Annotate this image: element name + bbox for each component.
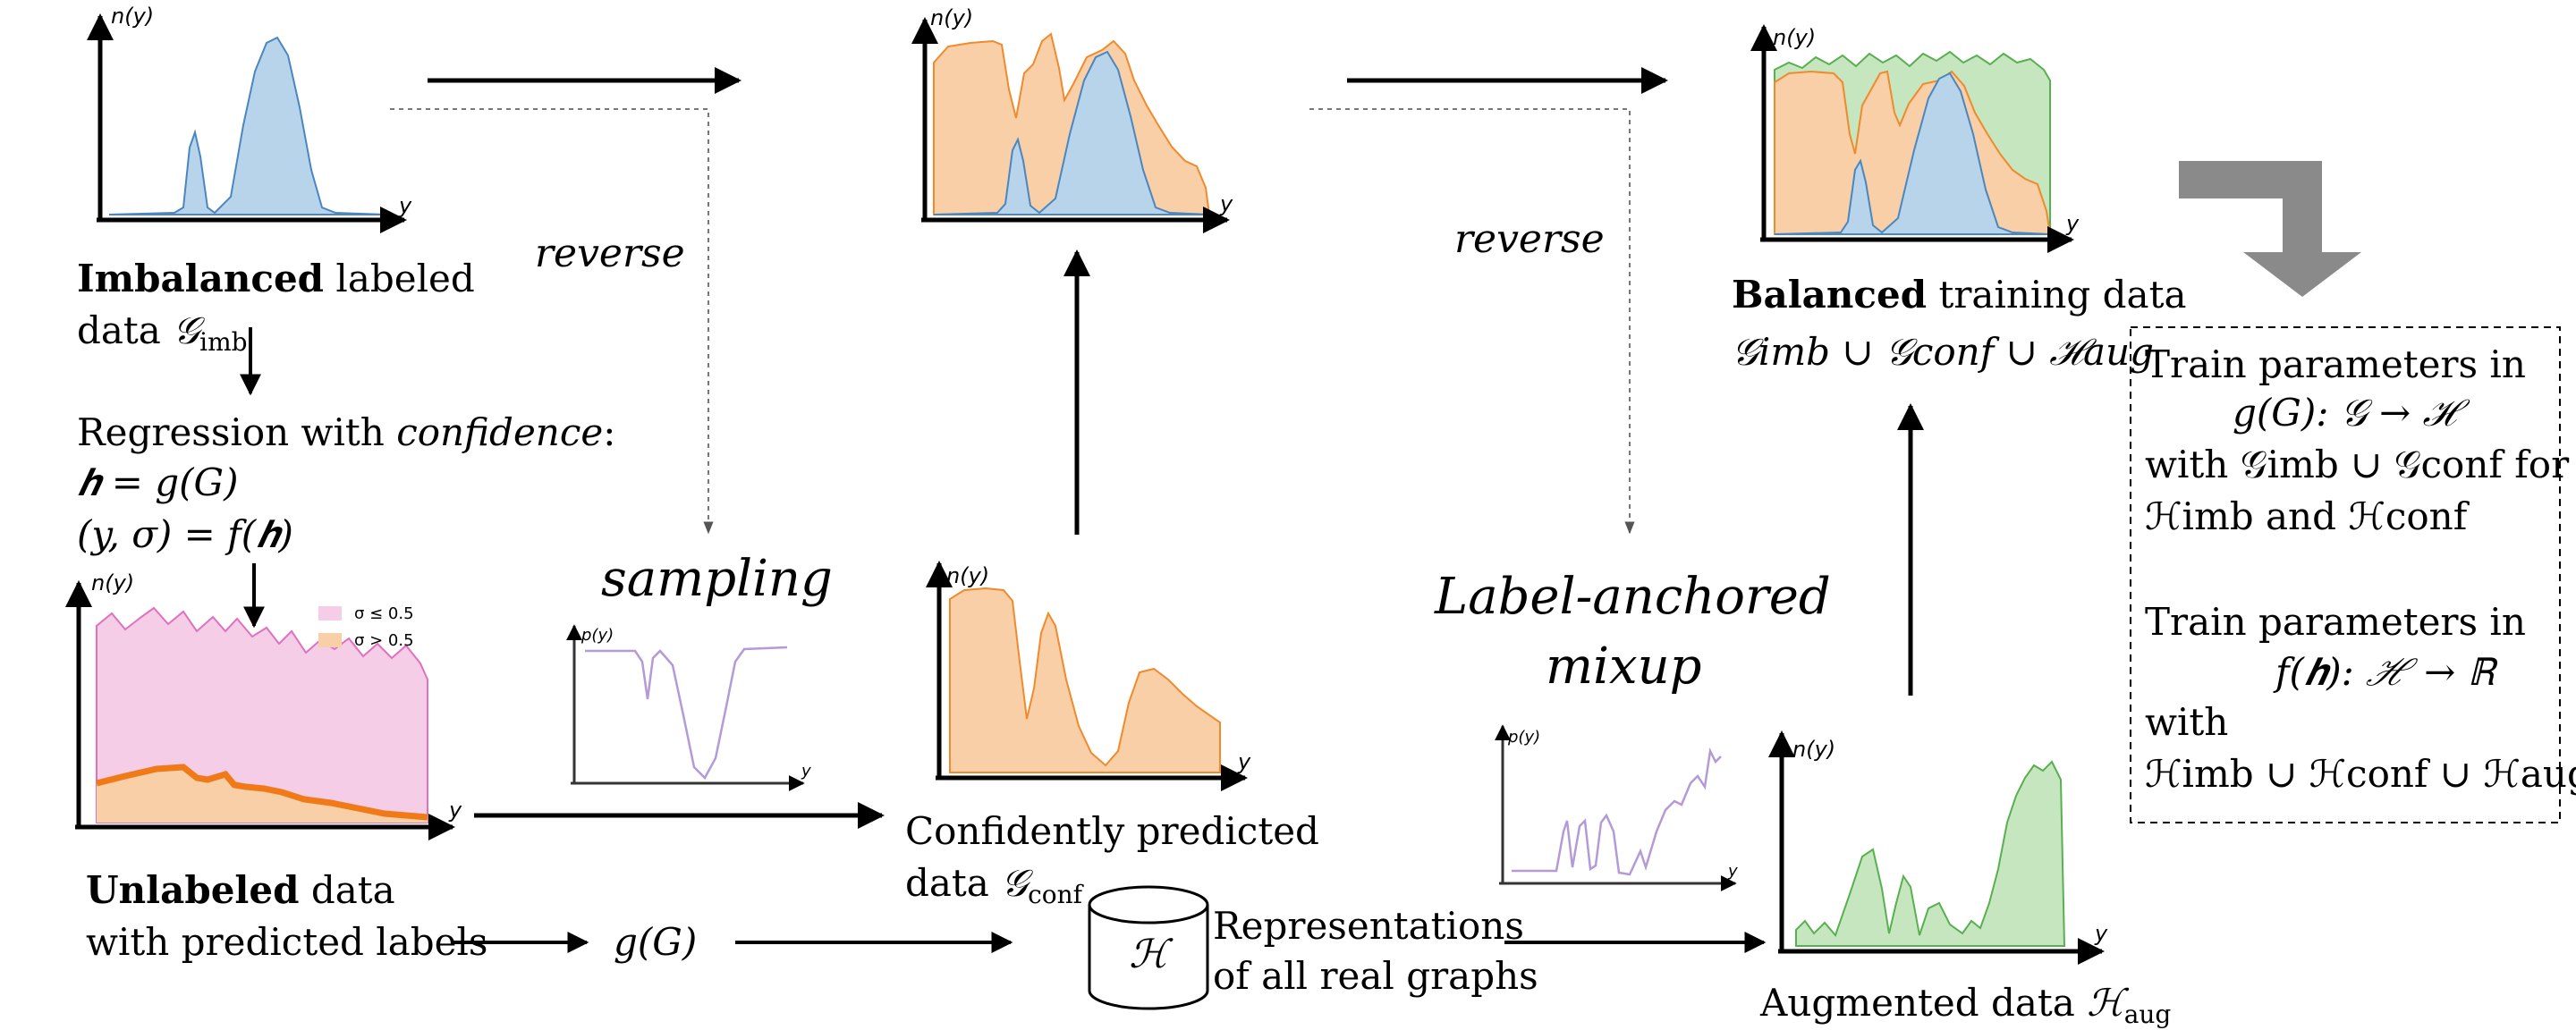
sampling-density [585, 646, 788, 781]
balanced-label: Balanced training data [1732, 273, 2186, 317]
plot-augmented: n(y) y [1768, 730, 2108, 965]
unlabeled-label: Unlabeled data [86, 868, 395, 912]
plot-confident: n(y) y [926, 561, 1251, 791]
reverse-label-1: reverse [535, 231, 685, 276]
imbalanced-density [108, 36, 387, 215]
training-box [2130, 326, 2561, 823]
box-line-2: g(G): 𝒢 → ℋ [2233, 391, 2470, 435]
balanced-set-label: 𝒢imb ∪ 𝒢conf ∪ ℋaug [1732, 330, 2154, 374]
box-line-6: f(𝒉): ℋ → ℝ [2273, 650, 2498, 694]
box-line-8: ℋimb ∪ ℋconf ∪ ℋaug [2145, 752, 2576, 796]
representations-sub-label: of all real graphs [1213, 954, 1538, 998]
box-line-5: Train parameters in [2145, 600, 2526, 644]
representation-store: ℋ [1088, 885, 1209, 1010]
legend-swatch-low [318, 606, 342, 621]
imbalanced-density [933, 50, 1210, 215]
sampling-plot: p(y) y [566, 624, 811, 791]
high-sigma-line [96, 764, 428, 821]
axis-ny-label: n(y) [111, 4, 154, 29]
regression-eq-f: (y, σ) = f(𝒉) [77, 512, 293, 556]
regression-eq-h: 𝒉 = g(G) [77, 460, 238, 504]
legend-high: σ > 0.5 [354, 631, 414, 650]
plot-unlabeled: σ ≤ 0.5 σ > 0.5 n(y) y [65, 570, 462, 840]
sampling-label: sampling [601, 550, 833, 608]
legend-swatch-high [318, 633, 342, 647]
output-arrow-icon [2179, 161, 2361, 297]
axis-y-label: y [801, 762, 811, 781]
axis-y-label: y [448, 798, 462, 823]
imbalanced-label: Imbalanced labeled [77, 257, 475, 300]
axis-ny-label: n(y) [930, 5, 973, 30]
axis-ny-label: n(y) [1792, 737, 1835, 762]
imbalanced-density [1774, 72, 2051, 235]
axis-y-label: y [2065, 211, 2080, 236]
axis-y-label: y [2094, 921, 2108, 946]
g-of-g-label: g(G) [614, 920, 697, 964]
axis-y-label: y [398, 193, 412, 218]
regression-label: Regression with confidence: [77, 410, 615, 454]
augmented-label: Augmented data ℋaug [1759, 981, 2171, 1029]
plot-imbalanced: n(y) y [87, 4, 412, 233]
box-line-1: Train parameters in [2145, 342, 2526, 386]
mixup-density [1512, 747, 1722, 876]
legend-low: σ ≤ 0.5 [354, 604, 414, 623]
confident-data-label: data 𝒢conf [905, 861, 1085, 909]
unlabeled-predicted-label: with predicted labels [86, 920, 488, 964]
cylinder-h-label: ℋ [1129, 932, 1174, 977]
axis-y-label: y [1219, 191, 1233, 216]
mixup-plot: p(y) y [1495, 724, 1738, 891]
plot-combined: n(y) y [911, 5, 1233, 233]
mixup-label-line1: Label-anchored [1434, 568, 1831, 626]
box-line-7: with [2145, 700, 2228, 744]
plot-balanced: n(y) y [1750, 24, 2080, 253]
axis-y-label: y [1727, 862, 1738, 881]
axis-y-label: y [1237, 749, 1251, 774]
mixup-label-line2: mixup [1546, 637, 1702, 696]
axis-ny-label: n(y) [946, 563, 989, 588]
augmented-density [1795, 760, 2066, 947]
box-line-4: ℋimb and ℋconf [2145, 494, 2470, 538]
confident-density [949, 587, 1221, 773]
representations-label: Representations [1213, 904, 1524, 948]
reverse-label-2: reverse [1454, 216, 1605, 262]
confident-label: Confidently predicted [905, 809, 1319, 853]
axis-ny-label: n(y) [91, 570, 134, 595]
axis-ny-label: n(y) [1773, 25, 1816, 50]
imbalanced-data-label: data 𝒢imb [77, 308, 248, 357]
box-line-3: with 𝒢imb ∪ 𝒢conf for [2145, 443, 2570, 486]
axis-py-label: p(y) [580, 626, 614, 645]
axis-py-label: p(y) [1507, 728, 1540, 747]
